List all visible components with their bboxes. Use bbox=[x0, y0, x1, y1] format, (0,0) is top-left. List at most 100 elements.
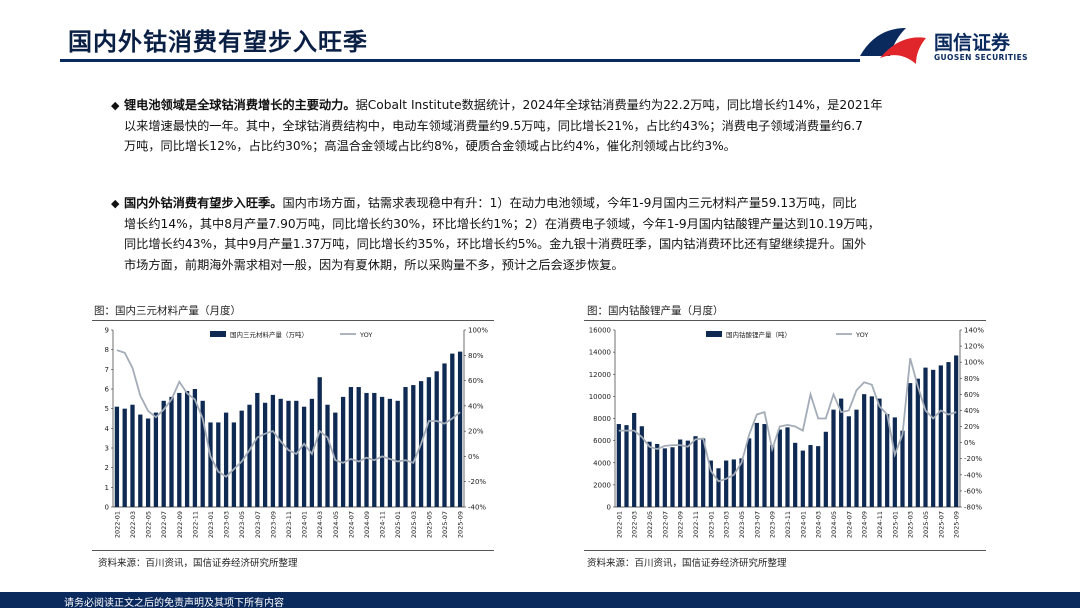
chart-bar bbox=[457, 351, 463, 507]
guosen-logo-icon bbox=[860, 28, 926, 64]
legend-bar-label: 国内三元材料产量（万吨） bbox=[230, 330, 308, 339]
chart-bar bbox=[954, 355, 959, 507]
chart-bar bbox=[122, 408, 127, 507]
chart-bar bbox=[624, 425, 629, 507]
x-tick-label: 2025-09 bbox=[953, 511, 961, 538]
diamond-bullet-icon: ◆ bbox=[111, 197, 120, 210]
x-tick-label: 2023-11 bbox=[285, 511, 293, 538]
x-tick-label: 2023-05 bbox=[238, 511, 246, 538]
y-tick-label-right: -20% bbox=[964, 455, 982, 463]
y-tick-label-right: 60% bbox=[964, 391, 980, 399]
chart-bar bbox=[138, 414, 143, 507]
chart-title-ternary: 图：国内三元材料产量（月度） bbox=[94, 305, 241, 317]
chart-bar bbox=[946, 362, 951, 507]
x-tick-label: 2022-09 bbox=[176, 511, 184, 538]
chart-bar bbox=[434, 371, 439, 507]
chart-bar bbox=[716, 468, 721, 507]
chart-bar bbox=[808, 445, 813, 507]
chart-bar bbox=[231, 422, 237, 507]
y-tick-label-right: -60% bbox=[964, 487, 982, 495]
x-tick-label: 2024-01 bbox=[301, 511, 309, 538]
y-tick-label-left: 2 bbox=[105, 464, 109, 472]
y-tick-label-left: 16000 bbox=[589, 327, 611, 335]
y-tick-label-left: 3 bbox=[105, 445, 109, 453]
x-tick-label: 2025-01 bbox=[394, 511, 402, 538]
x-tick-label: 2023-05 bbox=[738, 511, 746, 538]
paragraph-line: 万吨，同比增长12%，占比约30%；高温合金领域占比约8%，硬质合金领域占比约4… bbox=[124, 139, 736, 153]
chart-bar bbox=[800, 450, 805, 507]
y-tick-label-left: 2000 bbox=[593, 481, 611, 489]
chart-bar bbox=[785, 427, 790, 507]
x-tick-label: 2024-11 bbox=[379, 511, 387, 538]
chart-bar bbox=[200, 400, 205, 507]
chart-bar bbox=[846, 416, 851, 507]
paragraph-cobalt-consumption: ◆ 锂电池领域是全球钴消费增长的主要动力。据Cobalt Institute数据… bbox=[111, 95, 959, 157]
footer-bar bbox=[0, 592, 1080, 608]
y-tick-label-right: 100% bbox=[468, 327, 488, 335]
y-tick-label-left: 10000 bbox=[589, 393, 611, 401]
chart-bar bbox=[340, 396, 346, 507]
chart-bar bbox=[426, 377, 432, 507]
chart-bar bbox=[161, 400, 166, 507]
paragraph-heading: 国内外钴消费有望步入旺季。 bbox=[124, 196, 283, 210]
ternary-production-chart: 0 1 2 3 4 5 6 7 8 9 -40% -20% 0% 20% 40% 60% 80% 100% 2022… bbox=[105, 327, 489, 539]
x-tick-label: 2023-07 bbox=[254, 511, 262, 538]
chart-bar bbox=[823, 431, 828, 507]
chart-bar bbox=[892, 417, 897, 507]
chart-bar bbox=[747, 438, 752, 507]
x-tick-label: 2022-11 bbox=[191, 511, 199, 538]
chart-bar bbox=[153, 412, 159, 507]
paragraph-line: 市场方面，前期海外需求相对一般，因为有夏休期，所以采购量不多，预计之后会逐步恢复… bbox=[124, 257, 624, 272]
chart-bar bbox=[286, 400, 291, 507]
x-tick-label: 2024-11 bbox=[876, 511, 884, 538]
x-tick-label: 2025-01 bbox=[891, 511, 899, 538]
x-tick-label: 2023-01 bbox=[707, 511, 715, 538]
chart-bar bbox=[693, 436, 698, 507]
chart-bar bbox=[938, 365, 943, 507]
x-tick-label: 2023-01 bbox=[207, 511, 215, 538]
paragraph-peak-season: ◆ 国内外钴消费有望步入旺季。国内市场方面，钴需求表现稳中有升：1）在动力电池领… bbox=[111, 193, 959, 275]
paragraph-line: 以来增速最快的一年。其中，全球钴消费结构中，电动车领域消费量约9.5万吨，同比增… bbox=[124, 118, 863, 133]
chart-bar bbox=[442, 363, 447, 507]
x-tick-label: 2025-09 bbox=[457, 511, 465, 538]
chart-bar bbox=[379, 396, 385, 507]
y-tick-label-left: 0 bbox=[105, 504, 109, 512]
diamond-bullet-icon: ◆ bbox=[111, 99, 120, 112]
chart-bar bbox=[662, 448, 667, 507]
x-tick-label: 2025-05 bbox=[922, 511, 930, 538]
page-title: 国内外钴消费有望步入旺季 bbox=[68, 28, 368, 56]
y-tick-label-right: -20% bbox=[468, 478, 486, 486]
y-tick-label-right: 80% bbox=[468, 352, 484, 360]
y-tick-label-left: 4000 bbox=[593, 459, 611, 467]
x-tick-label: 2024-07 bbox=[845, 511, 853, 538]
chart-source-rule bbox=[92, 550, 494, 551]
chart-bar bbox=[208, 422, 213, 507]
x-tick-label: 2025-03 bbox=[907, 511, 915, 538]
chart-bar bbox=[754, 422, 759, 507]
y-tick-label-left: 6 bbox=[105, 386, 110, 394]
x-tick-label: 2023-09 bbox=[769, 511, 777, 538]
chart-bar bbox=[885, 414, 890, 507]
chart-bar bbox=[403, 387, 408, 507]
yoy-line bbox=[618, 357, 957, 483]
x-tick-label: 2022-07 bbox=[160, 511, 168, 538]
y-tick-label-right: 140% bbox=[964, 327, 984, 335]
chart-bar bbox=[862, 394, 867, 507]
chart-bar bbox=[816, 446, 821, 507]
x-tick-label: 2025-05 bbox=[425, 511, 433, 538]
chart-source-licoo2: 资料来源：百川资讯，国信证券经济研究所整理 bbox=[587, 558, 787, 569]
chart-bar bbox=[770, 445, 775, 507]
chart-bar bbox=[177, 392, 182, 507]
chart-bar bbox=[223, 412, 229, 507]
y-tick-label-left: 9 bbox=[105, 327, 109, 335]
paragraph-line: 国内市场方面，钴需求表现稳中有升：1）在动力电池领域，今年1-9月国内三元材料产… bbox=[282, 196, 857, 210]
legend-bar-label: 国内钴酸锂产量（吨） bbox=[726, 330, 791, 339]
y-tick-label-left: 4 bbox=[105, 425, 110, 433]
chart-bar bbox=[130, 404, 135, 507]
x-tick-label: 2022-03 bbox=[631, 511, 639, 538]
chart-bar bbox=[900, 430, 905, 507]
y-tick-label-right: -80% bbox=[964, 504, 982, 512]
paragraph-heading: 锂电池领域是全球钴消费增长的主要动力。 bbox=[124, 98, 356, 112]
chart-bar bbox=[356, 387, 361, 507]
x-tick-label: 2022-09 bbox=[677, 511, 685, 538]
